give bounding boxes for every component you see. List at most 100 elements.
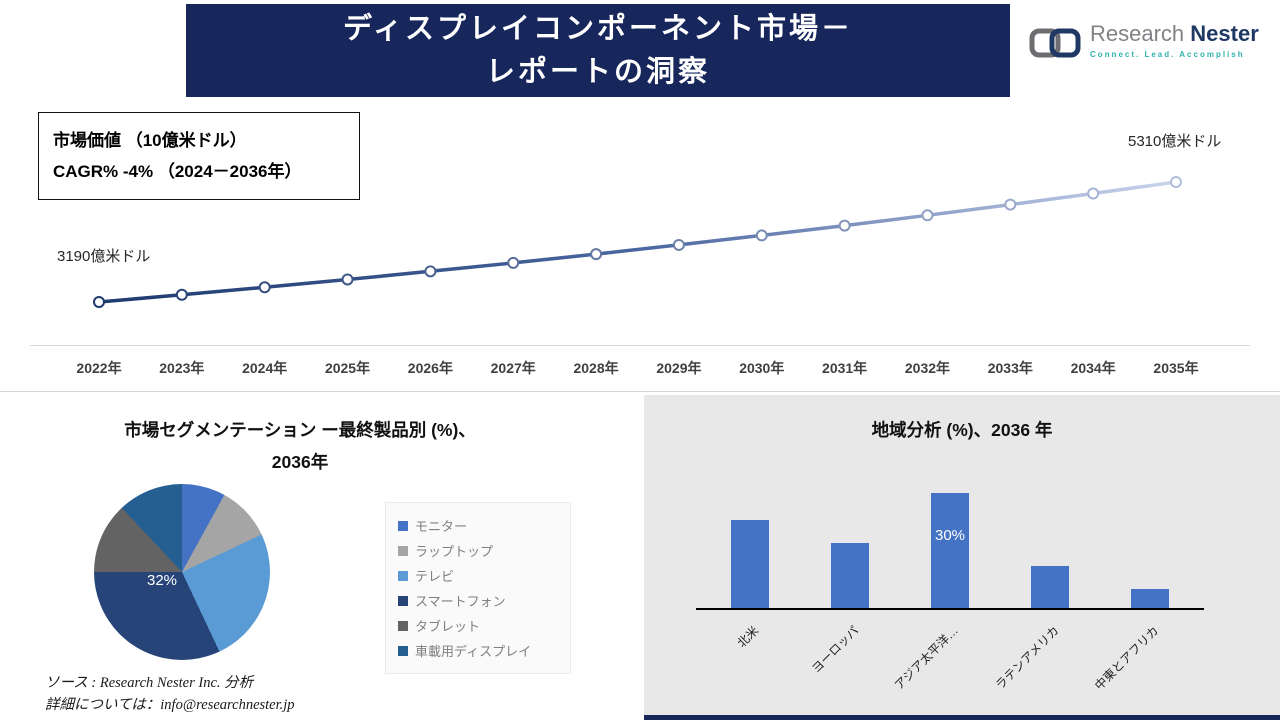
market-value-box-line1: 市場価値 （10億米ドル） [53, 131, 247, 150]
x-axis-line [30, 345, 1250, 346]
line-marker [175, 288, 188, 301]
legend-swatch [398, 645, 408, 656]
line-series [98, 180, 1177, 304]
legend-item: 車載用ディスプレイ [398, 638, 558, 663]
bar-column [700, 455, 800, 608]
x-axis-label: 2029年 [656, 360, 702, 376]
page-title-line1: ディスプレイコンポーネント市場－ [343, 12, 853, 45]
contact-note: 詳細については：info@researchnester.jp [45, 697, 295, 713]
segmentation-title: 市場セグメンテーション ー最終製品別 (%)、 2036年 [70, 414, 530, 478]
line-marker [838, 219, 851, 232]
bar-category-label: ラテンアメリカ [992, 623, 1062, 693]
line-marker [93, 296, 105, 308]
pie-chart [94, 484, 270, 660]
bar-category-label: 中東とアフリカ [1092, 623, 1162, 693]
bar [731, 520, 769, 608]
x-axis-label: 2027年 [490, 360, 536, 376]
section-divider [0, 391, 1280, 392]
x-axis-label: 2035年 [1153, 360, 1199, 376]
bar-column [1100, 455, 1200, 608]
bar-category-label: ヨーロッパ [808, 623, 862, 676]
legend-label: テレビ [415, 569, 455, 584]
x-axis-label: 2031年 [822, 360, 868, 376]
legend-item: スマートフォン [398, 588, 558, 613]
start-value-label: 3190億米ドル [57, 248, 151, 265]
bar-chart-bars: 30% [700, 455, 1200, 608]
line-marker [921, 209, 934, 222]
page-title: ディスプレイコンポーネント市場－ レポートの洞察 [343, 8, 853, 94]
line-marker [424, 265, 437, 278]
bar-chart-axis [696, 608, 1204, 610]
logo-text: Research Nester Connect. Lead. Accomplis… [1090, 22, 1259, 60]
legend-swatch [398, 570, 408, 581]
legend-label: 車載用ディスプレイ [415, 644, 532, 659]
line-marker [1004, 198, 1017, 211]
line-marker [672, 238, 685, 251]
line-marker [1170, 176, 1182, 188]
bar-column: 30% [900, 455, 1000, 608]
x-axis-label: 2022年 [76, 360, 122, 376]
line-marker [258, 281, 271, 294]
bar-chart: 30% 北米 ヨーロッパ アジア太平洋… ラテンアメリカ 中東とアフリカ [696, 455, 1204, 705]
segmentation-panel: 市場セグメンテーション ー最終製品別 (%)、 2036年 32% モニターラッ… [0, 392, 640, 720]
pie-legend: モニターラップトップ テレビスマートフォン タブレット車載用ディスプレイ [385, 502, 571, 674]
x-axis-label: 2023年 [159, 360, 205, 376]
legend-label: スマートフォン [415, 594, 506, 609]
segmentation-title-line1: 市場セグメンテーション ー最終製品別 (%)、 [124, 420, 476, 440]
bar: 30% [931, 493, 969, 608]
x-axis-label: 2034年 [1070, 360, 1116, 376]
logo-chainlink-icon [1029, 28, 1081, 58]
bar-category-label: 北米 [734, 623, 762, 651]
legend-swatch [398, 620, 408, 631]
header-banner: ディスプレイコンポーネント市場－ レポートの洞察 [186, 4, 1010, 97]
market-value-box-line2: CAGR% -4% （2024－2036年） [53, 162, 302, 181]
x-axis-label: 2024年 [242, 360, 288, 376]
logo-brand-nester: Nester [1190, 21, 1259, 46]
legend-swatch [398, 520, 408, 531]
line-marker [590, 248, 603, 261]
legend-item: モニター [398, 513, 558, 538]
bar-chart-labels: 北米 ヨーロッパ アジア太平洋… ラテンアメリカ 中東とアフリカ [700, 616, 1200, 701]
line-marker [755, 229, 768, 242]
brand-logo: Research Nester Connect. Lead. Accomplis… [1028, 22, 1259, 64]
line-marker [341, 273, 354, 286]
market-value-box: 市場価値 （10億米ドル） CAGR% -4% （2024－2036年） [38, 112, 360, 200]
bar [1131, 589, 1169, 608]
x-axis-label: 2033年 [987, 360, 1033, 376]
logo-tagline: Connect. Lead. Accomplish [1090, 50, 1245, 59]
line-chart-svg [93, 176, 1182, 308]
x-axis-label: 2026年 [407, 360, 453, 376]
source-note: ソース : Research Nester Inc. 分析 [45, 675, 254, 691]
line-marker [507, 256, 520, 269]
line-marker [1087, 187, 1100, 200]
x-axis-label: 2032年 [904, 360, 951, 376]
legend-swatch [398, 595, 408, 606]
logo-brand-research: Research [1090, 21, 1185, 46]
legend-item: タブレット [398, 613, 558, 638]
x-axis-label: 2030年 [739, 360, 785, 376]
page-title-line2: レポートの洞察 [485, 55, 710, 88]
legend-label: タブレット [415, 619, 481, 634]
legend-item: テレビ [398, 563, 558, 588]
bar-category-label: アジア太平洋… [892, 623, 962, 693]
bar-data-label: 30% [934, 527, 966, 544]
legend-label: ラップトップ [415, 544, 494, 559]
bar [1031, 566, 1069, 608]
x-axis-label: 2028年 [573, 360, 619, 376]
source-block: ソース : Research Nester Inc. 分析 詳細については：in… [45, 672, 295, 716]
legend-item: ラップトップ [398, 538, 558, 563]
logo-brand: Research Nester [1090, 22, 1259, 46]
legend-label: モニター [415, 519, 468, 534]
end-value-label: 5310億米ドル [1128, 133, 1222, 150]
bar [831, 543, 869, 608]
region-panel: 地域分析 (%)、2036 年 30% 北米 ヨーロッパ アジア太平洋… ラテンアメリ… [644, 395, 1280, 720]
segmentation-title-line2: 2036年 [271, 452, 329, 472]
region-title: 地域分析 (%)、2036 年 [871, 420, 1053, 440]
line-chart-x-axis: 2022年 2023年 2024年 2025年 2026年 2027年 2028年 2029年… [0, 352, 1280, 382]
bar-column [800, 455, 900, 608]
x-axis-label: 2025年 [324, 360, 371, 376]
bar-column [1000, 455, 1100, 608]
legend-swatch [398, 545, 408, 556]
pie-data-label: 32% [146, 572, 178, 589]
